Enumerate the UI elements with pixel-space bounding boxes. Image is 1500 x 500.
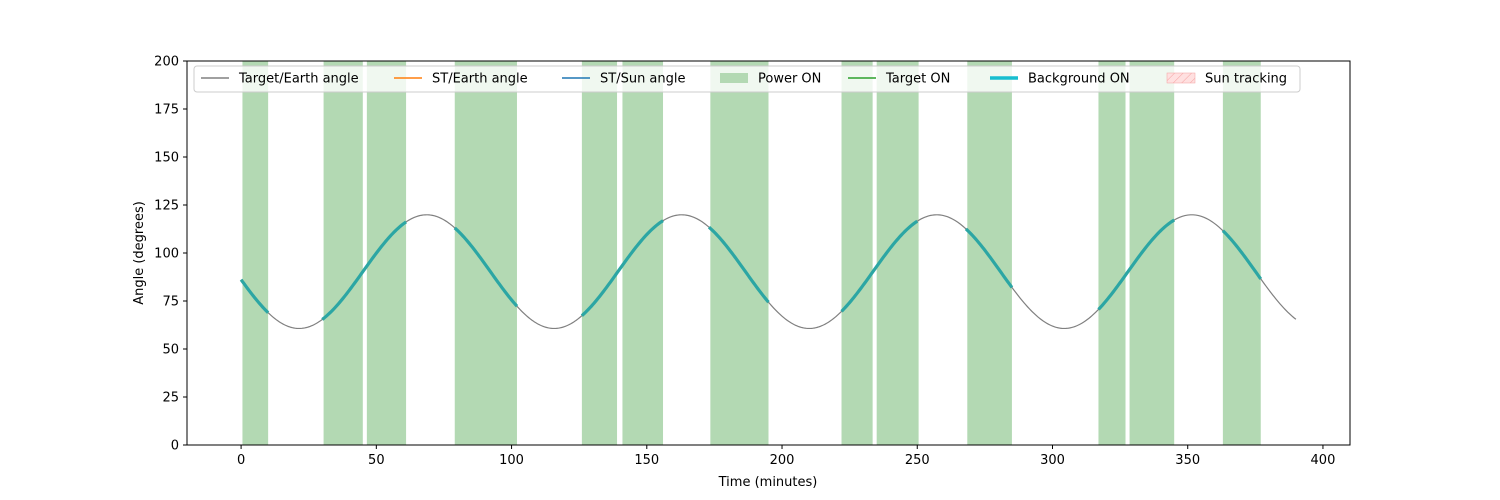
power-on-band-8 <box>876 61 919 445</box>
power-on-bands <box>242 61 1261 445</box>
y-tick-label: 175 <box>154 103 179 118</box>
power-on-band-4 <box>581 61 618 445</box>
power-on-band-0 <box>242 61 269 445</box>
power-on-band-7 <box>841 61 873 445</box>
x-axis-label: Time (minutes) <box>718 475 818 490</box>
background-on-segment-8 <box>1221 229 1263 280</box>
legend-item-6: Sun tracking <box>1166 72 1287 87</box>
power-on-band-11 <box>1129 61 1175 445</box>
legend-label: ST/Sun angle <box>600 72 686 87</box>
x-tick-label: 400 <box>1311 453 1336 468</box>
legend-item-5: Background ON <box>990 72 1130 87</box>
legend-label: Power ON <box>758 72 821 87</box>
background-on-segment-5 <box>840 219 919 313</box>
x-tick-label: 300 <box>1040 453 1065 468</box>
power-on-band-2 <box>366 61 407 445</box>
plot-area <box>239 61 1297 445</box>
power-on-band-5 <box>622 61 664 445</box>
y-axis-label: Angle (degrees) <box>132 201 147 305</box>
legend-item-3: Power ON <box>720 72 821 87</box>
y-axis: 0 25 50 75 100 125 150 175 200 <box>154 55 187 454</box>
legend: Target/Earth angle ST/Earth angle ST/Sun a… <box>193 65 1301 93</box>
x-tick-label: 150 <box>634 453 659 468</box>
power-on-band-3 <box>454 61 517 445</box>
legend-item-2: ST/Sun angle <box>562 72 686 87</box>
legend-label: Sun tracking <box>1205 72 1287 87</box>
y-tick-label: 125 <box>154 199 179 214</box>
background-on-segment-7 <box>1097 218 1176 311</box>
y-tick-label: 0 <box>171 439 179 454</box>
power-on-band-9 <box>967 61 1012 445</box>
legend-item-1: ST/Earth angle <box>394 72 528 87</box>
x-tick-label: 0 <box>237 453 245 468</box>
power-on-band-1 <box>323 61 363 445</box>
x-tick-label: 250 <box>905 453 930 468</box>
background-on-segment-4 <box>707 225 770 304</box>
background-on-segment-6 <box>964 227 1014 289</box>
legend-handle <box>1166 72 1196 84</box>
legend-label: ST/Earth angle <box>432 72 528 87</box>
legend-item-0: Target/Earth angle <box>201 72 359 87</box>
y-tick-label: 100 <box>154 247 179 262</box>
background-on-segment-3 <box>580 219 664 317</box>
legend-label: Background ON <box>1028 72 1130 87</box>
x-tick-label: 100 <box>499 453 524 468</box>
x-tick-label: 200 <box>770 453 795 468</box>
legend-item-4: Target ON <box>848 72 950 87</box>
legend-handle <box>720 73 748 83</box>
x-tick-label: 350 <box>1175 453 1200 468</box>
legend-label: Target/Earth angle <box>238 72 359 87</box>
y-tick-label: 200 <box>154 55 179 70</box>
y-tick-label: 50 <box>162 343 179 358</box>
power-on-band-6 <box>710 61 769 445</box>
legend-label: Target ON <box>885 72 950 87</box>
x-axis: 0 50 100 150 200 250 300 350 400 <box>237 445 1335 468</box>
power-on-band-10 <box>1098 61 1126 445</box>
y-tick-label: 75 <box>162 295 179 310</box>
x-tick-label: 50 <box>368 453 385 468</box>
y-tick-label: 150 <box>154 151 179 166</box>
y-tick-label: 25 <box>162 391 179 406</box>
background-on-segment-2 <box>453 226 519 308</box>
background-on-segment-0 <box>239 278 270 314</box>
background-on-series <box>239 218 1263 321</box>
background-on-segment-1 <box>321 220 407 321</box>
